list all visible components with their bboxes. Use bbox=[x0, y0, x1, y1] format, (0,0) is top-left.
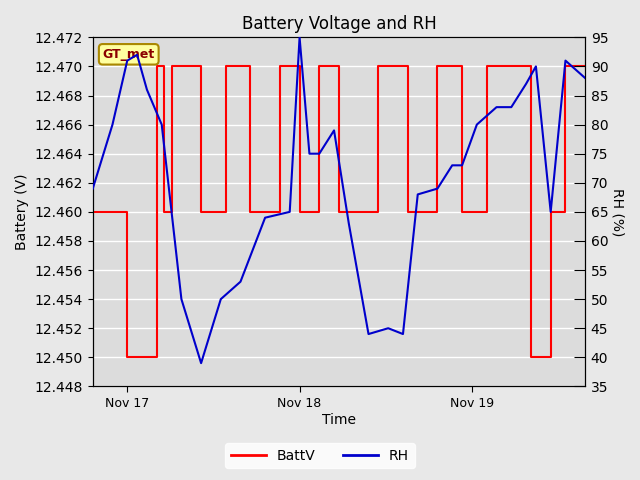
Title: Battery Voltage and RH: Battery Voltage and RH bbox=[241, 15, 436, 33]
Y-axis label: Battery (V): Battery (V) bbox=[15, 174, 29, 250]
Y-axis label: RH (%): RH (%) bbox=[611, 188, 625, 236]
X-axis label: Time: Time bbox=[322, 413, 356, 427]
Text: GT_met: GT_met bbox=[102, 48, 155, 61]
Legend: BattV, RH: BattV, RH bbox=[225, 443, 415, 468]
